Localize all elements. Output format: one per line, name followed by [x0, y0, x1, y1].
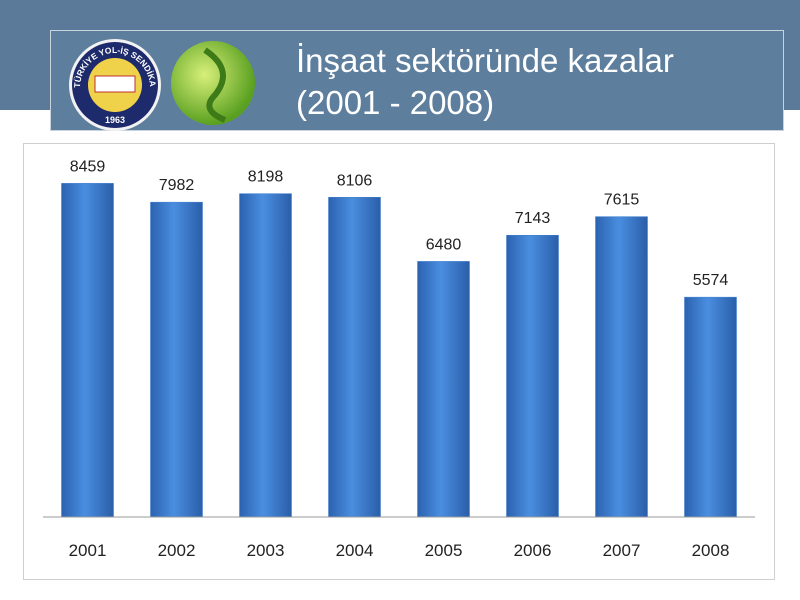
bar	[239, 193, 292, 518]
x-tick-label: 2005	[425, 541, 463, 560]
value-label: 7615	[604, 192, 640, 209]
value-label: 7982	[159, 177, 195, 194]
x-tick-label: 2007	[603, 541, 641, 560]
x-tick-label: 2004	[336, 541, 374, 560]
bar	[595, 216, 648, 518]
bar	[150, 201, 203, 518]
bar	[506, 234, 559, 518]
value-label: 7143	[515, 210, 551, 227]
x-tick-label: 2002	[158, 541, 196, 560]
x-tick-label: 2006	[514, 541, 552, 560]
x-tick-label: 2003	[247, 541, 285, 560]
bar	[328, 197, 381, 518]
bar	[684, 296, 737, 518]
logos: TÜRKİYE YOL-İŞ SENDİKASI 1963	[0, 0, 255, 131]
logo-year: 1963	[105, 115, 125, 125]
chart-frame	[23, 143, 775, 580]
value-label: 8459	[70, 158, 106, 175]
x-tick-label: 2001	[69, 541, 107, 560]
value-label: 6480	[426, 236, 462, 253]
green-logo	[171, 41, 255, 125]
logo-bridge	[94, 75, 136, 93]
bar	[61, 183, 114, 518]
green-logo-swirl	[203, 47, 227, 123]
value-label: 5574	[693, 272, 729, 289]
bar	[417, 261, 470, 518]
value-label: 8198	[248, 169, 284, 186]
x-tick-label: 2008	[692, 541, 730, 560]
value-label: 8106	[337, 172, 373, 189]
chart-title: İnşaat sektöründe kazalar (2001 - 2008)	[296, 42, 674, 121]
